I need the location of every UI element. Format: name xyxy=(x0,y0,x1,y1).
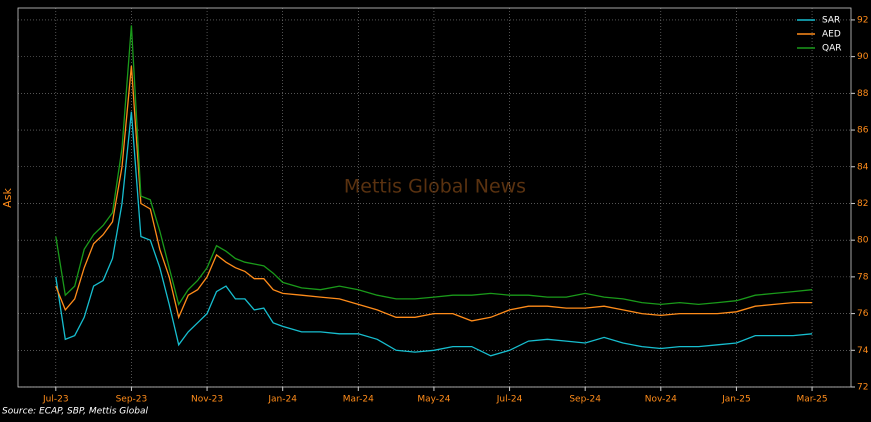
y-tick-label: 82 xyxy=(857,199,868,209)
series-line xyxy=(55,65,813,322)
y-tick-label: 92 xyxy=(857,15,868,25)
x-tick-label: Mar-24 xyxy=(343,395,374,405)
x-tick-label: Sep-24 xyxy=(569,395,601,405)
x-tick-label: Jul-23 xyxy=(42,395,69,405)
series-line xyxy=(55,25,813,306)
legend-label: AED xyxy=(822,30,841,40)
y-tick-label: 88 xyxy=(857,89,869,99)
legend-label: SAR xyxy=(822,16,840,26)
x-tick-label: May-24 xyxy=(417,395,450,405)
y-tick-label: 90 xyxy=(857,52,869,62)
y-tick-label: 78 xyxy=(857,272,869,282)
y-tick-label: 84 xyxy=(857,162,869,172)
x-tick-label: Mar-25 xyxy=(796,395,827,405)
series-line xyxy=(55,111,813,357)
plot-frame xyxy=(17,7,852,388)
x-tick-label: Jan-25 xyxy=(721,395,751,405)
y-tick-label: 74 xyxy=(857,346,869,356)
x-tick-label: Nov-24 xyxy=(645,395,677,405)
y-axis-label: Ask xyxy=(1,188,14,208)
legend-label: QAR xyxy=(822,44,842,54)
x-tick-label: Nov-23 xyxy=(191,395,223,405)
source: Source: ECAP, SBP, Mettis Global xyxy=(2,407,148,417)
watermark: Mettis Global News xyxy=(344,176,526,198)
y-tick-label: 76 xyxy=(857,309,869,319)
y-tick-label: 80 xyxy=(857,236,869,246)
x-tick-label: Sep-23 xyxy=(116,395,148,405)
x-tick-label: Jan-24 xyxy=(267,395,297,405)
x-tick-label: Jul-24 xyxy=(496,395,523,405)
y-tick-label: 72 xyxy=(857,383,868,393)
y-tick-label: 86 xyxy=(857,126,869,136)
